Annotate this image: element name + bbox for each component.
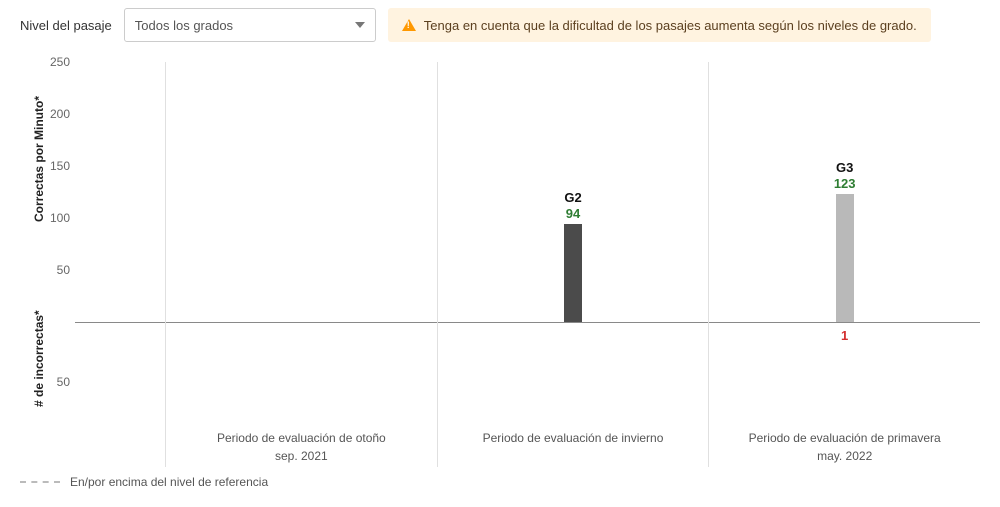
warning-icon <box>402 19 416 31</box>
select-value: Todos los grados <box>135 18 233 33</box>
chevron-down-icon <box>355 22 365 28</box>
legend: En/por encima del nivel de referencia <box>0 467 1000 497</box>
period: Periodo de evaluación de primavera may. 2… <box>708 62 980 467</box>
bar-incorrect-value: 1 <box>841 328 848 343</box>
bar <box>564 224 582 322</box>
period-sublabel: sep. 2021 <box>166 449 437 463</box>
bar-correct-value: 123 <box>834 176 856 191</box>
y-tick: 50 <box>57 375 70 389</box>
period: Periodo de evaluación de invierno G294 <box>437 62 709 467</box>
bar-grade-label: G2 <box>564 190 581 205</box>
y-tick: 100 <box>50 211 70 225</box>
period-label: Periodo de evaluación de primavera <box>709 431 980 445</box>
benchmark-dash-swatch <box>20 481 60 483</box>
filter-label: Nivel del pasaje <box>20 18 112 33</box>
period: Periodo de evaluación de otoño sep. 2021 <box>165 62 437 467</box>
y-tick: 250 <box>50 55 70 69</box>
passage-level-select[interactable]: Todos los grados <box>124 8 376 42</box>
warning-text: Tenga en cuenta que la dificultad de los… <box>424 18 917 33</box>
bar <box>836 194 854 322</box>
bar-grade-label: G3 <box>836 160 853 175</box>
legend-benchmark-label: En/por encima del nivel de referencia <box>70 475 268 489</box>
period-label: Periodo de evaluación de otoño <box>166 431 437 445</box>
period-label: Periodo de evaluación de invierno <box>438 431 709 445</box>
y-tick: 50 <box>57 263 70 277</box>
y-tick: 200 <box>50 107 70 121</box>
warning-banner: Tenga en cuenta que la dificultad de los… <box>388 8 931 42</box>
period-sublabel: may. 2022 <box>709 449 980 463</box>
bar-correct-value: 94 <box>566 206 580 221</box>
y-tick: 150 <box>50 159 70 173</box>
chart: Correctas por Minuto* # de incorrectas* … <box>20 62 980 467</box>
